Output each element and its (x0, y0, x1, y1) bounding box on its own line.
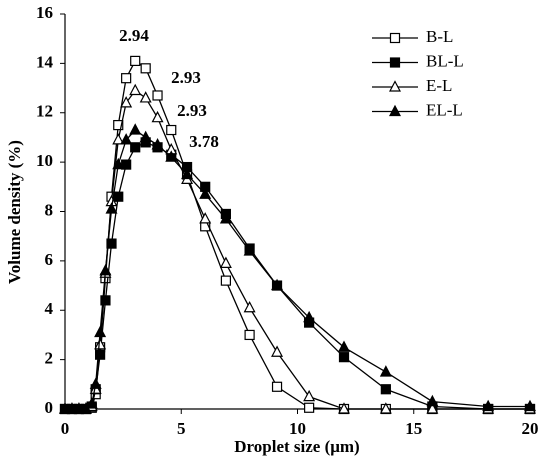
legend-label: B-L (426, 27, 453, 46)
y-tick-label: 6 (45, 250, 54, 269)
data-point (303, 310, 316, 323)
x-tick-label: 5 (177, 419, 186, 438)
data-point (59, 402, 71, 414)
x-tick-label: 10 (289, 419, 306, 438)
data-point (113, 119, 124, 131)
x-tick-label: 0 (61, 419, 70, 438)
data-point (219, 212, 232, 224)
data-point (106, 238, 117, 249)
data-point (219, 256, 232, 268)
y-tick-label: 12 (36, 102, 53, 121)
annotation: 2.93 (171, 68, 201, 87)
y-tick-label: 0 (45, 398, 54, 417)
data-point (243, 244, 256, 256)
data-point (482, 399, 495, 412)
data-point (94, 325, 107, 338)
legend-marker (389, 104, 401, 117)
data-point (129, 123, 142, 135)
data-point (166, 124, 177, 136)
data-point (181, 167, 194, 180)
data-point (379, 365, 392, 377)
y-axis-label: Volume density (%) (5, 140, 24, 284)
data-point (151, 110, 164, 123)
data-point (271, 381, 283, 392)
legend-label: E-L (426, 76, 452, 95)
data-point (140, 63, 151, 74)
y-tick-label: 4 (45, 299, 54, 318)
data-point (120, 133, 133, 145)
data-point (243, 300, 256, 313)
data-point (304, 402, 315, 413)
data-point (152, 90, 163, 101)
data-point (199, 212, 212, 224)
data-point (199, 187, 212, 199)
data-point (130, 142, 141, 153)
annotation: 2.93 (177, 101, 207, 120)
legend-label: EL-L (426, 100, 463, 119)
data-point (65, 402, 78, 414)
data-point (95, 349, 106, 360)
x-axis-label: Droplet size (μm) (234, 437, 359, 456)
data-point (338, 352, 350, 363)
data-point (139, 130, 152, 143)
data-point (105, 202, 118, 214)
data-point (94, 338, 107, 350)
data-point (303, 389, 316, 402)
legend-marker (389, 80, 401, 92)
data-point (85, 397, 98, 409)
data-point (139, 91, 152, 103)
legend-marker (389, 57, 401, 68)
x-tick-label: 20 (522, 419, 539, 438)
y-tick-label: 14 (36, 52, 54, 71)
data-point (100, 295, 111, 306)
annotation: 2.94 (119, 26, 149, 45)
data-point (89, 377, 102, 389)
data-point (165, 150, 178, 162)
data-point (380, 384, 391, 395)
series-line (65, 141, 530, 410)
data-point (271, 345, 284, 357)
data-point (120, 96, 133, 108)
data-point (72, 402, 85, 414)
data-point (129, 83, 142, 96)
data-point (244, 329, 255, 341)
series-line (65, 89, 530, 410)
legend-marker (389, 32, 401, 44)
y-tick-label: 8 (45, 200, 54, 219)
data-point (379, 402, 392, 414)
annotation: 3.78 (189, 132, 219, 151)
series-line (65, 129, 530, 410)
data-point (338, 402, 350, 414)
data-point (99, 263, 112, 276)
data-point (151, 138, 164, 150)
data-point (426, 402, 439, 414)
data-point (524, 399, 536, 412)
legend-label: BL-L (426, 51, 464, 70)
data-point (121, 73, 132, 84)
data-point (112, 157, 125, 170)
data-point (220, 275, 231, 286)
data-point (130, 55, 141, 67)
data-point (113, 191, 124, 202)
y-tick-label: 16 (36, 3, 53, 22)
data-point (338, 340, 350, 352)
x-tick-label: 15 (405, 419, 422, 438)
data-point (426, 394, 439, 407)
data-point (112, 133, 125, 145)
data-point (271, 278, 284, 291)
y-tick-label: 2 (45, 349, 54, 368)
y-tick-label: 10 (36, 151, 53, 170)
